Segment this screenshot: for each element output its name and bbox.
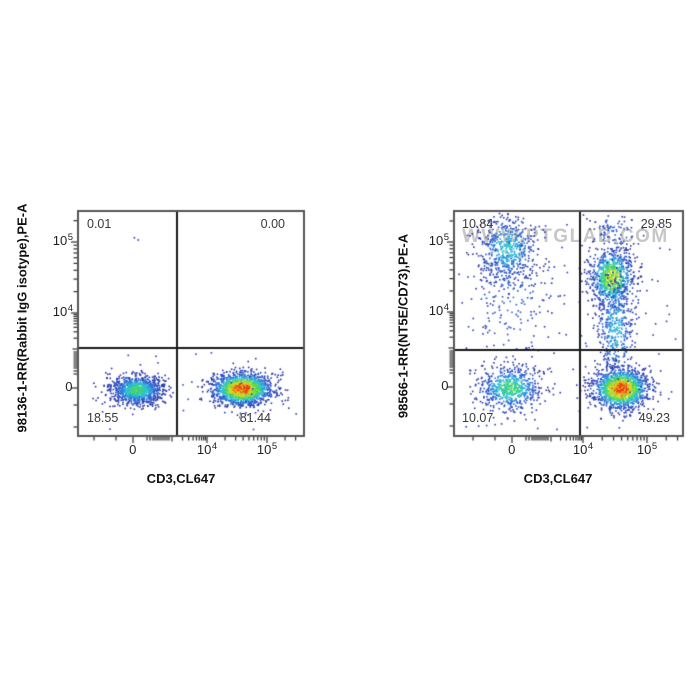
quadrant-value-top-right: 0.00 (260, 217, 285, 231)
y-axis-title-right: 98566-1-RR(NT5E/CD73),PE-A (395, 233, 411, 419)
x-tick-label-1e5: 105 (245, 441, 289, 457)
y-tick-label-0: 0 (39, 379, 73, 394)
quadrant-value-bottom-right: 49.23 (638, 411, 670, 425)
x-tick-label-1e4: 104 (185, 441, 229, 457)
tick-exponent: 4 (443, 302, 449, 313)
tick-exponent: 5 (651, 441, 658, 452)
x-tick-label-1e5: 105 (625, 441, 669, 457)
y-axis-title-left: 98136-1-RR(Rabbit IgG isotype),PE-A (14, 203, 30, 433)
quadrant-value-bottom-left: 18.55 (87, 411, 119, 425)
x-axis-title-left: CD3,CL647 (146, 471, 216, 486)
tick-exponent: 5 (443, 232, 449, 243)
tick-base: 10 (572, 442, 588, 457)
tick-base: 10 (52, 233, 68, 248)
quadrant-value-top-left: 10.84 (462, 217, 494, 231)
tick-base: 10 (428, 303, 444, 318)
tick-base: 10 (52, 304, 68, 319)
tick-base: 10 (428, 233, 444, 248)
tick-base: 10 (196, 442, 212, 457)
quadrant-value-bottom-left: 10.07 (462, 411, 494, 425)
tick-base: 10 (256, 442, 272, 457)
tick-exponent: 5 (271, 441, 278, 452)
tick-base: 0 (441, 378, 449, 393)
tick-base: 0 (129, 442, 137, 457)
x-tick-label-1e4: 104 (561, 441, 605, 457)
y-tick-label-1e4: 104 (39, 303, 73, 319)
x-tick-label-0: 0 (111, 442, 155, 457)
x-tick-label-0: 0 (490, 442, 534, 457)
tick-exponent: 4 (587, 441, 594, 452)
y-tick-label-0: 0 (415, 378, 449, 393)
y-tick-label-1e5: 105 (39, 232, 73, 248)
tick-base: 0 (508, 442, 516, 457)
x-axis-title-right: CD3,CL647 (523, 471, 593, 486)
y-tick-label-1e5: 105 (415, 232, 449, 248)
quadrant-value-bottom-right: 81.44 (239, 411, 271, 425)
tick-base: 10 (636, 442, 652, 457)
tick-exponent: 5 (67, 232, 73, 243)
tick-exponent: 4 (211, 441, 218, 452)
quadrant-value-top-left: 0.01 (87, 217, 112, 231)
tick-exponent: 4 (67, 303, 73, 314)
quadrant-value-top-right: 29.85 (640, 217, 672, 231)
y-tick-label-1e4: 104 (415, 302, 449, 318)
tick-base: 0 (65, 379, 73, 394)
